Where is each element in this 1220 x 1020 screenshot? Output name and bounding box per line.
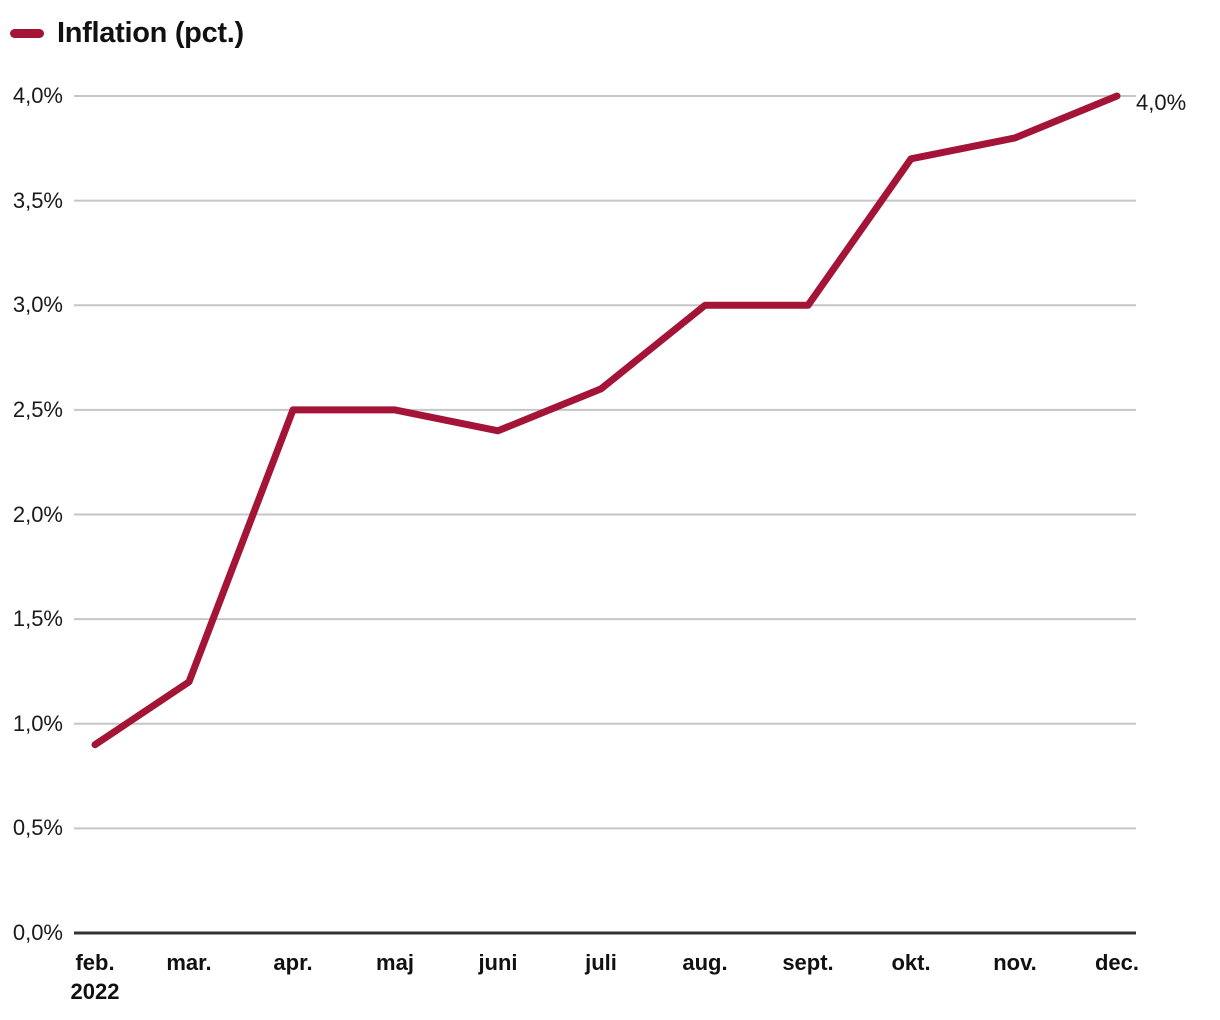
legend-line-swatch (10, 28, 44, 38)
x-axis-tick-label: nov. (993, 950, 1037, 975)
y-axis-tick-label: 1,5% (12, 606, 63, 632)
x-axis-year-label: 2022 (70, 979, 120, 1004)
legend: Inflation (pct.) (10, 14, 244, 52)
inflation-line-series (91, 92, 1121, 749)
x-axis-tick-label: sept. (782, 950, 834, 975)
x-axis-tick-label: okt. (891, 950, 931, 975)
y-axis-tick-label: 3,5% (12, 187, 63, 213)
y-axis-tick-label: 0,5% (12, 815, 63, 841)
x-axis-tick-label: dec. (1094, 950, 1140, 975)
x-axis-tick-label: feb. 2022 (40, 948, 150, 1006)
y-axis-tick-label: 1,0% (12, 710, 63, 736)
line-end-value-label: 4,0% (1136, 90, 1187, 115)
x-axis-tick-label: mar. (166, 950, 212, 975)
y-axis-tick-label: 0,0% (12, 920, 63, 945)
x-axis-tick-label: aug. (682, 950, 728, 975)
y-axis-tick-label: 4,0% (12, 83, 63, 108)
x-axis-tick-label: juni (478, 950, 518, 975)
y-axis-tick-label: 2,5% (12, 396, 63, 422)
x-axis-tick-label: apr. (273, 950, 313, 975)
x-axis-tick-label: maj (376, 950, 414, 975)
x-axis-tick-label: juli (585, 950, 617, 975)
y-axis-tick-label: 3,0% (12, 292, 63, 318)
legend-label: Inflation (pct.) (57, 16, 244, 49)
y-axis-tick-label: 2,0% (12, 501, 63, 527)
